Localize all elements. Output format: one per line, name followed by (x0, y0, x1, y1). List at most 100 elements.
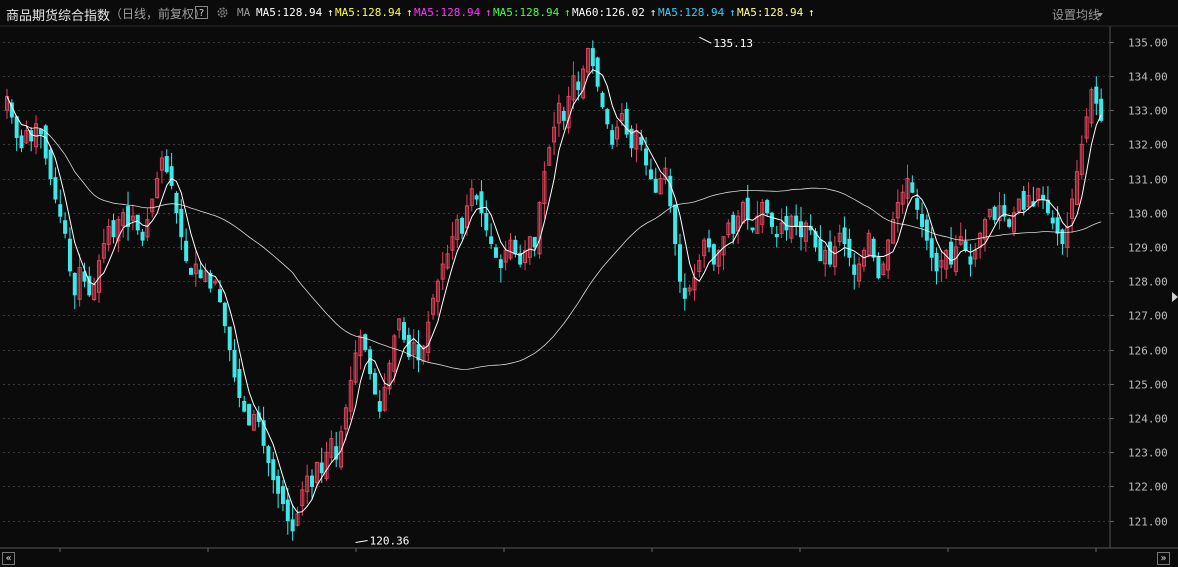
candle-body (774, 233, 779, 238)
candle-body (537, 201, 542, 255)
candle-body (997, 205, 1002, 222)
candle-body (101, 243, 106, 259)
candle-body (644, 148, 649, 166)
candle-body (406, 334, 411, 357)
ma-legend-item: MA60:126.02 (572, 6, 645, 19)
candle-body (944, 249, 949, 270)
candle-body (721, 236, 726, 256)
y-tick-label: 125.00 (1128, 379, 1168, 392)
candle-body (857, 263, 862, 282)
candle-body (803, 222, 808, 242)
scroll-right-button[interactable]: » (1157, 552, 1170, 565)
ma-legend-item: MA5:128.94 (658, 6, 725, 19)
candle-body (276, 476, 281, 494)
candle-body (290, 519, 295, 532)
scroll-left-button[interactable]: « (2, 552, 15, 565)
chart-subtitle: （日线，前复权） (110, 7, 207, 21)
candle-body (915, 198, 920, 210)
gear-icon[interactable] (216, 6, 229, 19)
annotation-arrow (699, 36, 712, 44)
candle-body (247, 404, 252, 426)
candle-body (198, 269, 203, 279)
ma-label: MA (237, 6, 251, 19)
y-tick-label: 133.00 (1128, 105, 1168, 118)
up-arrow-icon: ↑ (808, 6, 815, 19)
candle-body (82, 271, 87, 282)
candle-body (155, 178, 160, 199)
candle-body (910, 182, 915, 193)
candle-body (188, 268, 193, 275)
candle-body (949, 241, 954, 265)
candle-body (440, 263, 445, 280)
candle-body (779, 222, 784, 234)
candle-body (1060, 229, 1065, 245)
candle-body (1084, 116, 1089, 139)
candle-body (934, 252, 939, 272)
candle-body (58, 204, 63, 217)
candle-body (687, 287, 692, 292)
candle-body (310, 475, 315, 487)
candle-body (353, 352, 358, 383)
candle-body (474, 195, 479, 200)
candle-body (682, 287, 687, 299)
candle-body (261, 420, 266, 446)
right-drag-handle-icon[interactable] (1172, 292, 1178, 302)
candle-body (973, 249, 978, 260)
candle-body (53, 177, 58, 200)
candle-body (639, 136, 644, 145)
candle-body (789, 215, 794, 239)
candle-body (324, 451, 329, 480)
candle-body (523, 249, 528, 264)
candle-body (38, 128, 43, 135)
candle-body (547, 147, 552, 166)
candle-body (339, 431, 344, 468)
y-tick-label: 131.00 (1128, 174, 1168, 187)
candle-body (232, 349, 237, 378)
chart-header: 商品期货综合指数 （日线，前复权） ? MA MA5:128.94 ↑ MA5:12… (0, 0, 1178, 26)
candle-body (469, 188, 474, 206)
ma-legend-item: MA5:128.94 (737, 6, 804, 19)
settings-ma-button[interactable]: 设置均线 (1051, 8, 1100, 22)
candle-body (624, 108, 629, 135)
candle-body (1031, 201, 1036, 207)
candle-body (939, 260, 944, 268)
candle-body (397, 318, 402, 331)
candle-body (305, 475, 310, 493)
candle-body (251, 414, 256, 431)
candle-body (987, 208, 992, 218)
candle-body (508, 239, 513, 259)
candle-body (377, 401, 382, 412)
candle-body (653, 178, 658, 193)
candle-body (832, 246, 837, 268)
candle-body (237, 369, 242, 398)
candle-body (348, 379, 353, 412)
candle-body (1050, 217, 1055, 224)
candle-body (460, 217, 465, 234)
candle-body (77, 266, 82, 300)
candle-body (716, 249, 721, 267)
candle-body (576, 81, 581, 91)
candle-body (711, 244, 716, 265)
low-label: 120.36 (370, 535, 410, 548)
candle-body (135, 214, 140, 231)
ma5-line (6, 69, 1102, 513)
candle-body (63, 220, 68, 234)
candle-body (861, 249, 866, 267)
candle-body (271, 459, 276, 481)
candle-body (140, 231, 145, 241)
help-icon[interactable]: ? (195, 6, 208, 19)
candle-body (435, 280, 440, 302)
chart-title: 商品期货综合指数 (6, 9, 111, 24)
dropdown-arrow-icon[interactable] (1097, 13, 1103, 17)
candle-body (67, 238, 72, 272)
candle-body (600, 92, 605, 108)
y-tick-label: 122.00 (1128, 481, 1168, 494)
candle-body (343, 407, 348, 430)
candle-body (121, 212, 126, 227)
y-tick-label: 134.00 (1128, 71, 1168, 84)
candle-body (116, 219, 121, 242)
candle-body (24, 130, 29, 144)
candle-body (798, 221, 803, 238)
candle-body (150, 198, 155, 213)
